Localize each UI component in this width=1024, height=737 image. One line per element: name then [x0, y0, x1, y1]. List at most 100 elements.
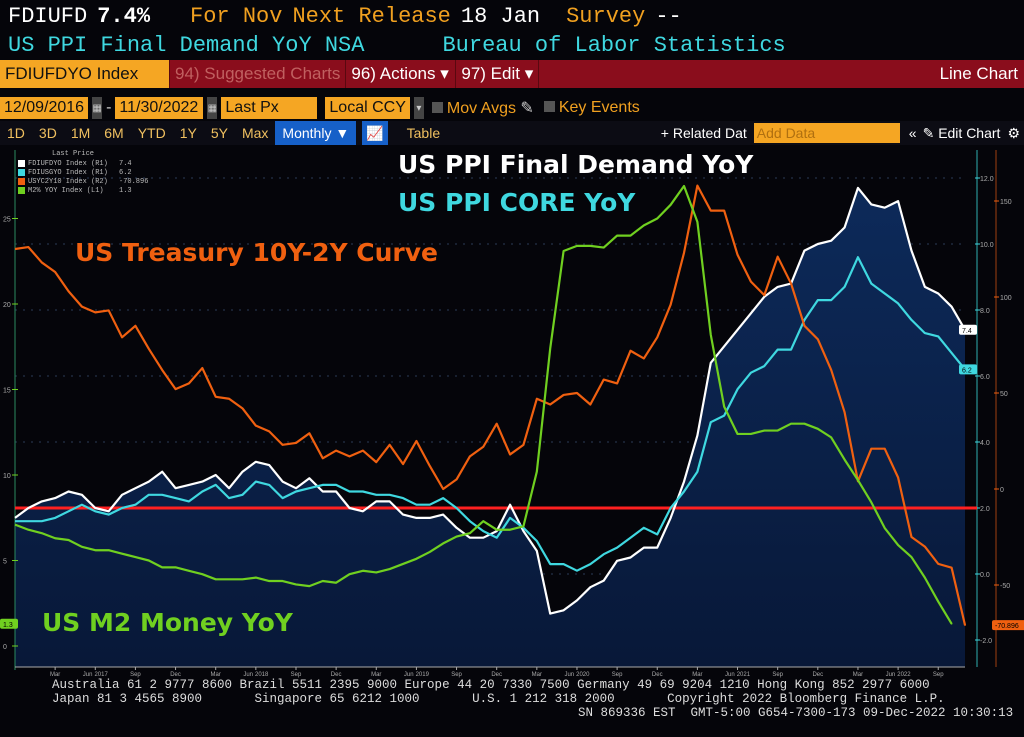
tick-label-l1: 15 — [3, 388, 11, 395]
x-tick-label: Dec — [491, 672, 502, 678]
table-button[interactable]: Table — [406, 125, 441, 141]
annotation-core: US PPI CORE YoY — [398, 188, 636, 217]
tick-label-r2: 100 — [1000, 295, 1012, 302]
chart-plot: 0 5 10 15 20 25 -2.0 0.0 2.0 4.0 6.0 8.0 10.0 12.0 -50… — [0, 145, 1024, 690]
actions-menu[interactable]: 96) Actions ▾ — [346, 60, 457, 88]
date-separator: - — [106, 99, 112, 116]
edit-chart-button[interactable]: ✎ Edit Chart — [922, 124, 1001, 142]
x-tick-label: Jun 2018 — [243, 672, 269, 678]
edit-chart-label: Edit Chart — [938, 125, 1001, 141]
frequency-select[interactable]: Monthly ▼ — [275, 121, 357, 145]
x-tick-label: Jun 2021 — [725, 672, 751, 678]
period-5y[interactable]: 5Y — [210, 125, 228, 141]
last-tag-m2-bg — [0, 618, 18, 629]
legend-value: 7.4 — [119, 159, 132, 168]
calendar-icon[interactable]: ▦ — [207, 97, 218, 119]
quote-line: FDIUFD 7.4% For Nov Next Release 18 Jan Surve… — [8, 4, 692, 29]
period-max[interactable]: Max — [241, 125, 269, 141]
x-tick-label: Mar — [50, 672, 60, 678]
start-date-field[interactable]: 12/09/2016 — [0, 97, 89, 119]
annotation-m2: US M2 Money YoY — [42, 608, 293, 637]
legend-item: FDIUFDYO Index (R1) 7.4 — [18, 159, 148, 168]
period-6m[interactable]: 6M — [104, 125, 124, 141]
tick-label-l1: 20 — [3, 302, 11, 309]
x-month-label: Sep — [130, 672, 141, 678]
legend-item: FDIUSGYO Index (R1) 6.2 — [18, 168, 148, 177]
x-month-label: Sep — [612, 672, 623, 678]
legend-name: USYC2Y10 Index (R2) — [28, 177, 108, 186]
related-data-button[interactable]: + Related Dat — [660, 125, 747, 141]
end-date-field[interactable]: 11/30/2022 — [115, 97, 204, 119]
next-release-date: 18 Jan — [460, 4, 541, 29]
x-tick-label: Dec — [331, 672, 342, 678]
currency-select[interactable]: Local CCY — [325, 97, 410, 119]
source-name: Bureau of Labor Statistics — [442, 33, 786, 58]
x-year-label: 2017 — [94, 672, 108, 678]
legend-swatch — [18, 160, 25, 167]
x-month-label: Jun — [564, 672, 574, 678]
tick-label-r1: -2.0 — [980, 638, 992, 645]
next-release-label: Next Release — [292, 4, 451, 29]
x-tick-label: Sep — [130, 672, 141, 678]
tick-label-l1: 0 — [3, 644, 7, 651]
x-tick-label: Sep — [612, 672, 623, 678]
pencil-icon[interactable]: ✎ — [520, 100, 534, 117]
checkbox-icon[interactable] — [431, 102, 443, 113]
period-1d[interactable]: 1D — [7, 125, 25, 141]
series-line-m2 — [14, 184, 953, 625]
period-1m[interactable]: 1M — [70, 125, 91, 141]
add-data-input[interactable]: Add Data — [753, 123, 900, 143]
gear-icon[interactable]: ⚙ — [1007, 124, 1020, 141]
calendar-icon[interactable]: ▦ — [92, 97, 103, 119]
toolbar: FDIUFDYO Index 94) Suggested Charts 96) … — [0, 60, 1024, 88]
line-chart-icon[interactable]: 📈 — [362, 121, 388, 145]
period-bar: 1D 3D 1M 6M YTD 1Y 5Y Max Monthly ▼ 📈 Ta… — [0, 121, 1024, 145]
annotation-ppi: US PPI Final Demand YoY — [398, 150, 754, 179]
x-month-label: Sep — [291, 672, 302, 678]
footer-session: SN 869336 EST GMT-5:00 G654-7300-173 09-… — [578, 706, 1014, 720]
series-line-curve — [14, 184, 967, 626]
security-name: US PPI Final Demand YoY NSA — [8, 33, 365, 58]
field-select[interactable]: Last Px — [221, 97, 318, 119]
period-3d[interactable]: 3D — [38, 125, 57, 141]
checkbox-icon[interactable] — [543, 101, 555, 112]
x-tick-label: Sep — [451, 672, 462, 678]
x-month-label: Jun — [83, 672, 93, 678]
collapse-icon[interactable]: « — [908, 125, 917, 141]
key-events-toggle[interactable]: Key Events — [543, 99, 640, 117]
tick-label-r1: 10.0 — [980, 242, 994, 249]
legend-name: FDIUSGYO Index (R1) — [28, 168, 108, 177]
series-line-core — [15, 256, 966, 572]
legend-title: Last Price — [52, 150, 95, 158]
annotation-curve: US Treasury 10Y-2Y Curve — [75, 238, 439, 267]
x-tick-label: Dec — [812, 672, 823, 678]
edit-menu[interactable]: 97) Edit ▾ — [456, 60, 540, 88]
x-month-label: Sep — [772, 672, 783, 678]
x-tick-label: Jun 2020 — [564, 672, 590, 678]
period-ytd[interactable]: YTD — [137, 125, 166, 141]
x-tick-label: Jun 2017 — [83, 672, 109, 678]
x-year-label: 2018 — [255, 672, 269, 678]
tick-label-r2: 150 — [1000, 199, 1012, 206]
x-month-label: Jun — [243, 672, 253, 678]
footer-copyright: Japan 81 3 4565 8900 Singapore 65 6212 1… — [52, 692, 945, 706]
last-tag-ppi: 7.4 — [962, 328, 972, 335]
x-tick-label: Jun 2022 — [886, 672, 912, 678]
suggested-charts-button[interactable]: 94) Suggested Charts — [170, 60, 347, 88]
last-value: 7.4% — [97, 4, 151, 29]
security-input[interactable]: FDIUFDYO Index — [0, 60, 170, 88]
x-month-label: Dec — [491, 672, 502, 678]
period-1y[interactable]: 1Y — [179, 125, 197, 141]
mov-avgs-toggle[interactable]: Mov Avgs ✎ — [431, 98, 534, 118]
tick-label-r1: 8.0 — [980, 308, 990, 315]
x-tick-label: Sep — [291, 672, 302, 678]
x-year-label: 2020 — [576, 672, 590, 678]
chevron-down-icon[interactable]: ▾ — [413, 97, 424, 119]
last-point-curve — [964, 624, 966, 626]
last-tag-core: 6.2 — [962, 367, 972, 374]
x-month-label: Dec — [170, 672, 181, 678]
tick-label-r2: -50 — [1000, 583, 1010, 590]
x-month-label: Jun — [886, 672, 896, 678]
chart-controls: 12/09/2016 ▦ - 11/30/2022 ▦ Last Px Loca… — [0, 96, 640, 120]
tick-label-l1: 10 — [3, 473, 11, 480]
